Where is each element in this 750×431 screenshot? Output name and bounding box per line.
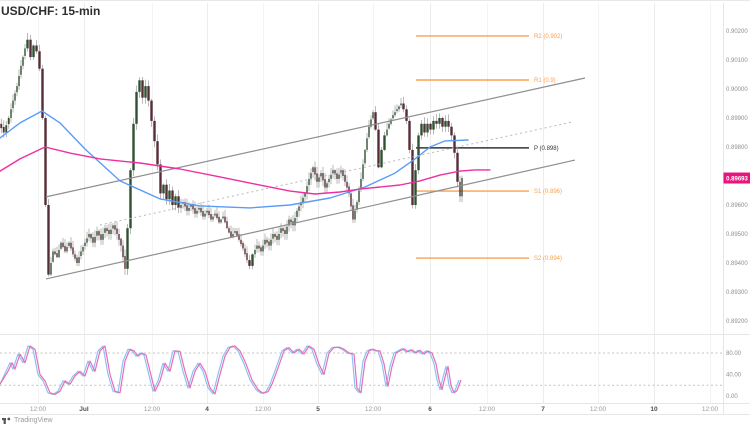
tradingview-logo-icon [2,416,11,425]
svg-text:12:00: 12:00 [144,406,161,413]
svg-text:12:00: 12:00 [255,406,272,413]
tradingview-brand-label: TradingView [14,417,53,424]
svg-text:S1 (0.896): S1 (0.896) [534,189,562,195]
svg-text:0.90100: 0.90100 [726,58,748,64]
svg-text:0.90000: 0.90000 [726,87,748,93]
svg-text:6: 6 [428,406,432,413]
svg-text:0.89400: 0.89400 [726,261,748,267]
current-price-badge: 0.89693 [724,173,750,184]
svg-text:0.90200: 0.90200 [726,29,748,35]
svg-text:40.00: 40.00 [726,373,742,379]
svg-text:0.89500: 0.89500 [726,232,748,238]
svg-text:12:00: 12:00 [365,406,382,413]
svg-text:0.89300: 0.89300 [726,290,748,296]
svg-text:5: 5 [316,406,320,413]
time-axis[interactable]: 12:00 Jul 12:00 4 12:00 5 12:00 6 12:00 7 12:00 10 1… [30,406,719,413]
svg-text:0.89900: 0.89900 [726,116,748,122]
grid-layer [39,3,711,403]
svg-text:S2 (0.894): S2 (0.894) [534,256,562,262]
oscillator-layer [0,346,723,394]
tradingview-attribution[interactable]: TradingView [2,416,53,425]
svg-text:80.00: 80.00 [726,351,742,357]
chart-title: USD/CHF: 15-min [1,4,100,18]
svg-text:12:00: 12:00 [479,406,496,413]
svg-text:7: 7 [541,406,545,413]
svg-text:P (0.898): P (0.898) [534,146,559,152]
svg-text:Jul: Jul [79,406,89,413]
candles-layer [0,33,462,276]
svg-text:4: 4 [205,406,209,413]
svg-text:12:00: 12:00 [30,406,47,413]
pivot-labels-layer: R2 (0.902) R1 (0.9) P (0.898) S1 (0.896) S2 … [534,34,562,262]
ma-fast-blue [0,111,468,208]
svg-text:0.00: 0.00 [726,394,738,400]
price-axis[interactable]: 0.90200 0.90100 0.90000 0.89900 0.89800 0.896… [726,29,748,400]
svg-text:12:00: 12:00 [590,406,607,413]
svg-text:0.89200: 0.89200 [726,319,748,325]
svg-text:10: 10 [650,406,658,413]
svg-text:0.89800: 0.89800 [726,145,748,151]
svg-text:12:00: 12:00 [702,406,719,413]
svg-text:0.89600: 0.89600 [726,203,748,209]
pivot-lines-layer [416,36,529,258]
svg-text:0.89693: 0.89693 [726,176,748,182]
svg-text:R1 (0.9): R1 (0.9) [534,78,556,84]
svg-text:R2 (0.902): R2 (0.902) [534,34,562,40]
